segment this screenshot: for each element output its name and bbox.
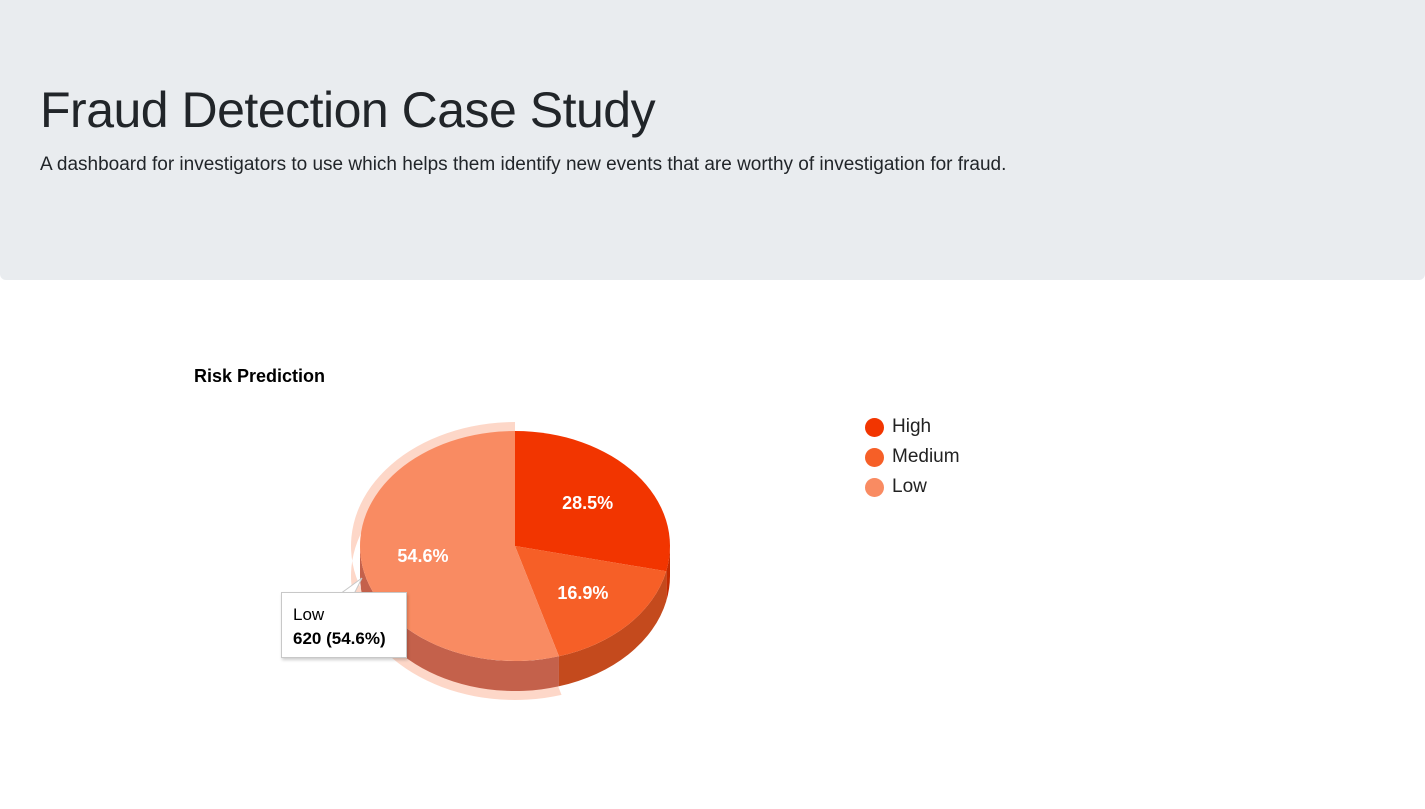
tooltip-value: 620 (54.6%) bbox=[293, 629, 386, 648]
pie-side-high bbox=[666, 546, 670, 602]
legend-item-low[interactable]: Low bbox=[865, 472, 960, 502]
pie-sides bbox=[360, 546, 670, 691]
pie-side-low bbox=[360, 546, 559, 691]
legend-label-medium: Medium bbox=[892, 446, 960, 467]
pie-label-medium: 16.9% bbox=[557, 583, 608, 603]
pie-labels: 28.5% 16.9% 54.6% bbox=[397, 493, 613, 603]
legend-item-medium[interactable]: Medium bbox=[865, 442, 960, 472]
pie-label-high: 28.5% bbox=[562, 493, 613, 513]
pie-label-low: 54.6% bbox=[397, 546, 448, 566]
slice-tooltip: Low 620 (54.6%) bbox=[281, 592, 407, 658]
chart-title: Risk Prediction bbox=[194, 366, 326, 386]
header-jumbotron: Fraud Detection Case Study A dashboard f… bbox=[0, 0, 1425, 280]
pie-slice-high bbox=[515, 431, 670, 572]
risk-prediction-chart: 28.5% 16.9% 54.6% Risk Prediction High Med… bbox=[180, 350, 1040, 750]
legend-swatch-high bbox=[865, 417, 884, 437]
pie-chart-svg: 28.5% 16.9% 54.6% bbox=[338, 422, 670, 700]
pie-slice-medium bbox=[515, 546, 667, 657]
pie-tops bbox=[359, 431, 670, 661]
legend-label-low: Low bbox=[892, 476, 927, 497]
chart-legend: High Medium Low bbox=[865, 412, 960, 502]
page-title: Fraud Detection Case Study bbox=[40, 82, 656, 138]
pie-slice-low bbox=[359, 431, 559, 661]
pie-side-medium bbox=[558, 571, 667, 687]
tooltip-label: Low bbox=[293, 605, 325, 624]
legend-swatch-low bbox=[865, 477, 884, 497]
legend-label-high: High bbox=[892, 416, 932, 437]
legend-swatch-medium bbox=[865, 447, 884, 467]
legend-item-high[interactable]: High bbox=[865, 412, 960, 442]
page-lead: A dashboard for investigators to use whi… bbox=[40, 154, 1007, 175]
